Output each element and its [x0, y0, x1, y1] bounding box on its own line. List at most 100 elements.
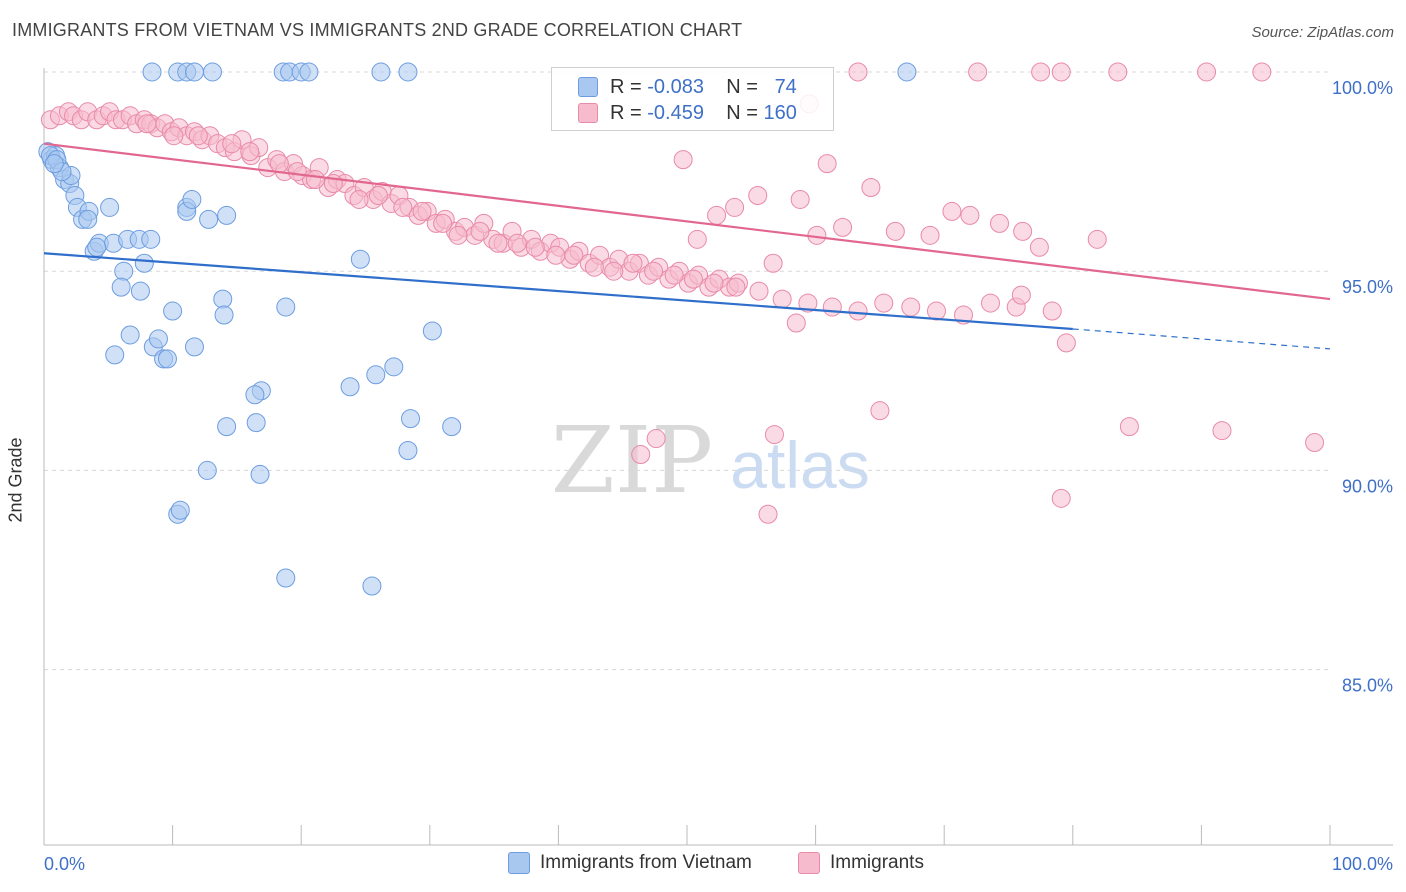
vietnam-point: [105, 345, 125, 365]
immigrants-point: [960, 205, 980, 225]
n-label: N =: [726, 75, 758, 98]
immigrants-point: [790, 189, 810, 209]
immigrants-point: [1051, 62, 1071, 82]
watermark-zip: ZIP: [551, 407, 713, 514]
vietnam-point: [422, 321, 442, 341]
vietnam-point: [340, 377, 360, 397]
legend-swatch-blue: [508, 852, 530, 874]
immigrants-point: [1305, 433, 1325, 453]
vietnam-point: [157, 349, 177, 369]
immigrants-point: [448, 225, 468, 245]
r-value: -0.459: [647, 101, 704, 124]
immigrants-point: [848, 62, 868, 82]
vietnam-point: [197, 460, 217, 480]
chart-title: IMMIGRANTS FROM VIETNAM VS IMMIGRANTS 2N…: [12, 20, 743, 40]
vietnam-point: [182, 189, 202, 209]
immigrants-point: [968, 62, 988, 82]
immigrants-point: [1212, 421, 1232, 441]
immigrants-point: [368, 185, 388, 205]
legend-item-immigrants: Immigrants: [798, 852, 924, 874]
vietnam-point: [299, 62, 319, 82]
immigrants-point: [412, 201, 432, 221]
vietnam-point: [163, 301, 183, 321]
vietnam-point: [134, 253, 154, 273]
immigrants-point: [833, 217, 853, 237]
legend-label-vietnam: Immigrants from Vietnam: [540, 852, 752, 873]
immigrants-point: [926, 301, 946, 321]
immigrants-point: [1029, 237, 1049, 257]
immigrants-point: [942, 201, 962, 221]
immigrants-point: [470, 221, 490, 241]
vietnam-trend-line: [43, 252, 1073, 331]
immigrants-point: [393, 197, 413, 217]
vietnam-point: [398, 62, 418, 82]
vietnam-point: [250, 464, 270, 484]
watermark-atlas: atlas: [730, 428, 869, 502]
immigrants-point: [646, 429, 666, 449]
legend-swatch-pink: [798, 852, 820, 874]
vietnam-point: [100, 197, 120, 217]
vietnam-point: [120, 325, 140, 345]
vietnam-point: [398, 441, 418, 461]
immigrants-point: [772, 289, 792, 309]
immigrants-point: [798, 293, 818, 313]
immigrants-point: [683, 269, 703, 289]
r-label: R =: [610, 75, 642, 98]
y-tick-label: 85.0%: [1342, 676, 1393, 696]
immigrants-point: [507, 233, 527, 253]
vietnam-point: [276, 568, 296, 588]
vietnam-point: [213, 289, 233, 309]
correlation-legend: R = -0.083 N = 74 R = -0.459 N = 160: [551, 67, 834, 131]
immigrants-point: [989, 213, 1009, 233]
vietnam-point: [184, 62, 204, 82]
immigrants-point: [673, 150, 693, 170]
vietnam-point: [202, 62, 222, 82]
immigrants-point: [305, 170, 325, 190]
immigrants-point: [870, 401, 890, 421]
immigrants-point: [861, 178, 881, 198]
immigrants-point: [764, 425, 784, 445]
immigrants-point: [874, 293, 894, 313]
y-tick-label: 100.0%: [1332, 78, 1393, 98]
r-label: R =: [610, 101, 642, 124]
legend-stats-immigrants: R = -0.459 N = 160: [610, 102, 797, 125]
immigrants-point: [664, 265, 684, 285]
immigrants-point: [222, 134, 242, 154]
x-tick-label-min: 0.0%: [44, 854, 85, 874]
vietnam-point: [141, 229, 161, 249]
immigrants-point: [758, 504, 778, 524]
immigrants-point: [564, 245, 584, 265]
vietnam-point: [401, 409, 421, 429]
x-tick-label-max: 100.0%: [1332, 854, 1393, 874]
immigrants-point: [1056, 333, 1076, 353]
immigrants-point: [164, 126, 184, 146]
immigrants-point: [1013, 221, 1033, 241]
immigrants-point: [980, 293, 1000, 313]
immigrants-point: [1051, 488, 1071, 508]
vietnam-point: [214, 305, 234, 325]
immigrants-point: [748, 185, 768, 205]
immigrants-point: [786, 313, 806, 333]
vietnam-point: [217, 417, 237, 437]
vietnam-point: [384, 357, 404, 377]
vietnam-point: [371, 62, 391, 82]
immigrants-point: [848, 301, 868, 321]
immigrants-point: [546, 245, 566, 265]
immigrants-point: [763, 253, 783, 273]
vietnam-point: [276, 297, 296, 317]
immigrants-point: [725, 197, 745, 217]
vietnam-point: [184, 337, 204, 357]
immigrants-point: [240, 142, 260, 162]
y-tick-label: 90.0%: [1342, 476, 1393, 496]
vietnam-point: [217, 205, 237, 225]
vietnam-point: [111, 277, 131, 297]
legend-swatch-blue: [578, 77, 598, 97]
n-value: 160: [763, 101, 797, 124]
immigrants-point: [1011, 285, 1031, 305]
immigrants-point: [1197, 62, 1217, 82]
immigrants-point: [726, 277, 746, 297]
immigrants-point: [1119, 417, 1139, 437]
vietnam-point: [78, 209, 98, 229]
vietnam-point: [114, 261, 134, 281]
immigrants-point: [920, 225, 940, 245]
